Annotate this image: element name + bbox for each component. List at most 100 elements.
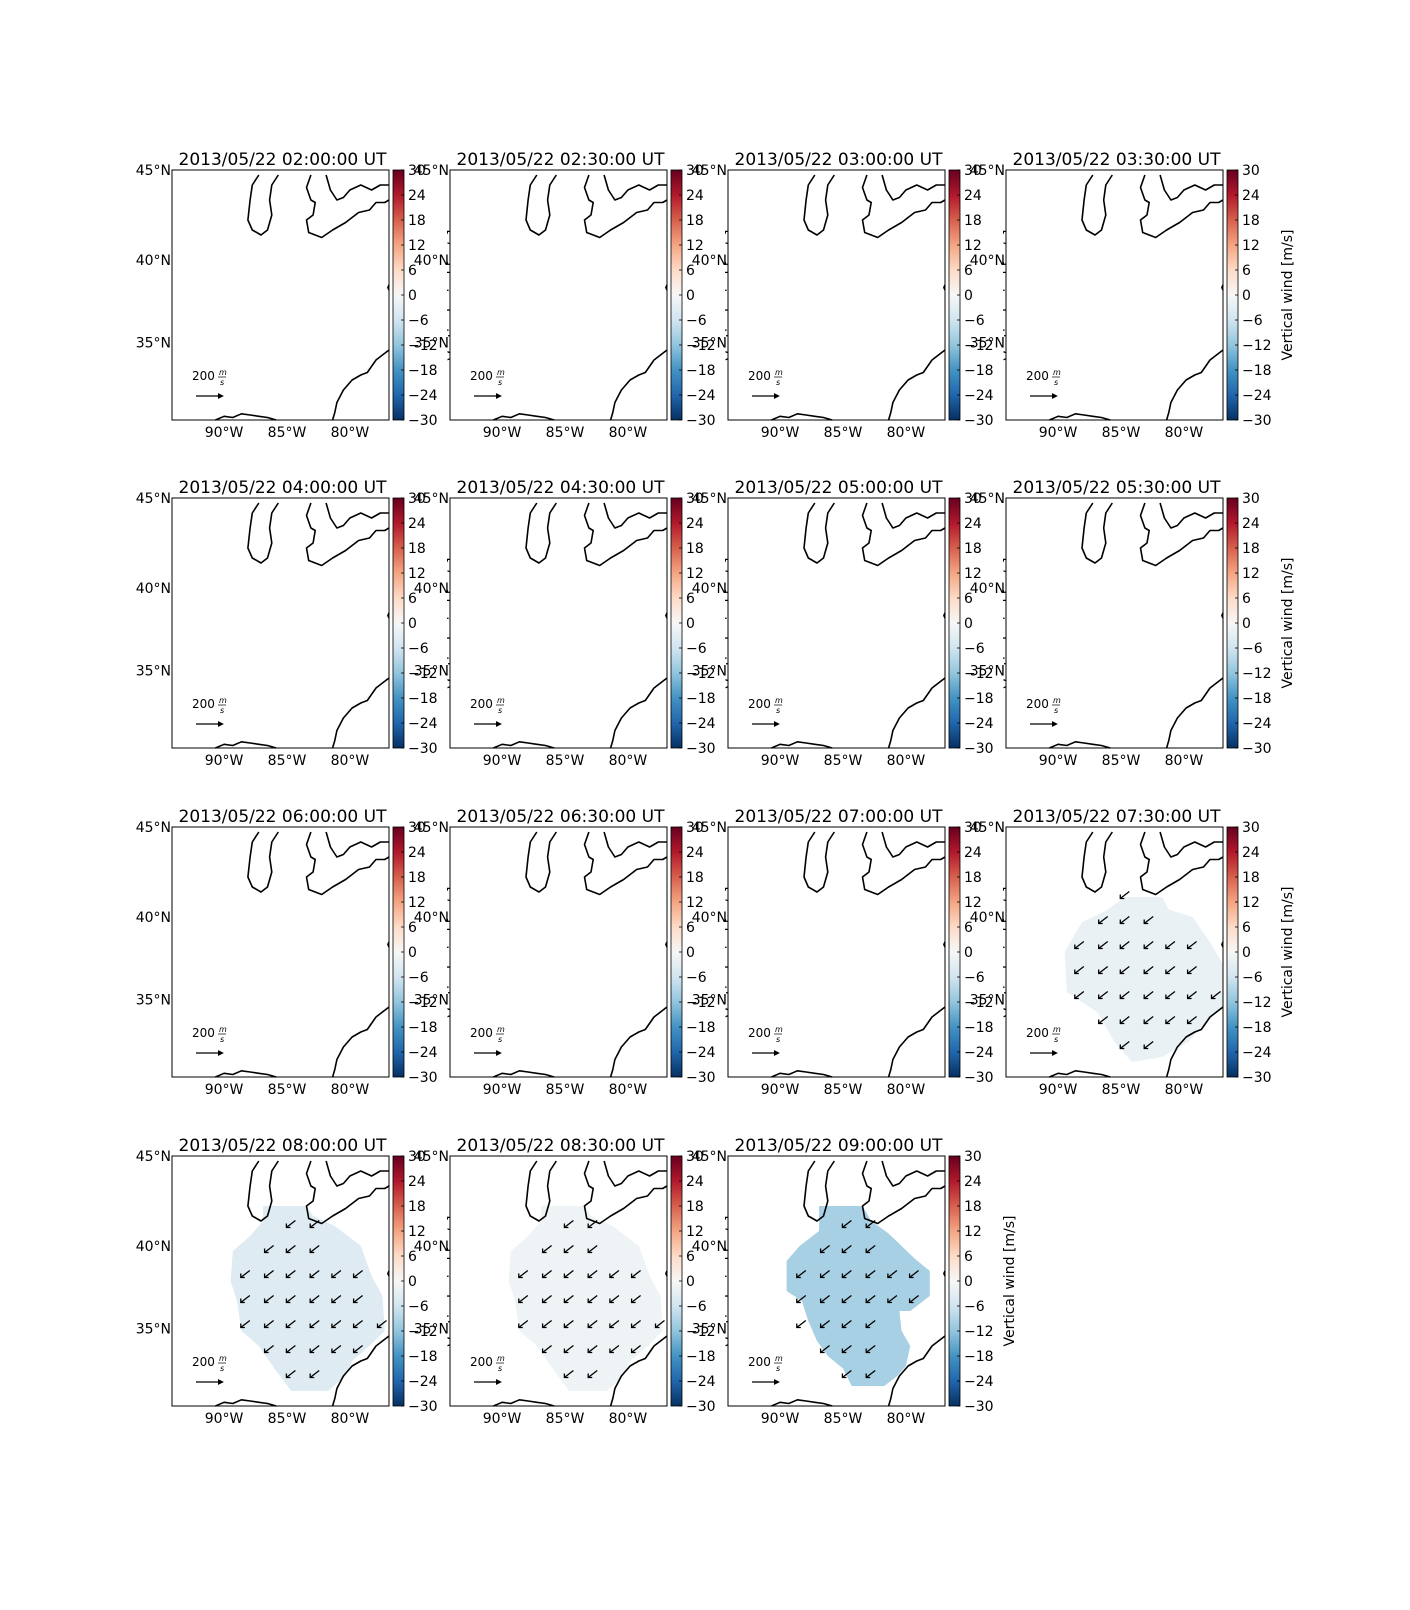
map-area bbox=[172, 170, 389, 420]
longitude-label: 80°W bbox=[609, 753, 648, 769]
longitude-label: 85°W bbox=[268, 753, 307, 769]
colorbar-tick-label: 6 bbox=[1242, 263, 1251, 279]
colorbar-tick-label: −6 bbox=[1242, 313, 1263, 329]
wind-arrow-head bbox=[285, 1348, 291, 1354]
coastline bbox=[881, 1160, 945, 1187]
quiver-key-arrowhead bbox=[1051, 1050, 1058, 1056]
quiver-key: 200 ms bbox=[748, 1025, 783, 1056]
coastline bbox=[861, 831, 946, 896]
colorbar-tick-label: 0 bbox=[686, 1274, 695, 1290]
wind-arrow-head bbox=[819, 1298, 825, 1304]
latitude-label: 40°N bbox=[692, 581, 727, 597]
wind-arrow-head bbox=[587, 1373, 593, 1379]
wind-arrow-head bbox=[285, 1323, 291, 1329]
map-area bbox=[1006, 498, 1223, 748]
map-panel: 2013/05/22 04:30:00 UT 45°N 40°N 35°N 90°W 85… bbox=[414, 478, 740, 769]
colorbar-tick-label: 24 bbox=[1242, 845, 1260, 861]
wind-arrow bbox=[820, 1269, 830, 1279]
coastline bbox=[771, 1070, 833, 1078]
wind-arrow-head bbox=[630, 1298, 636, 1304]
colorbar-tick-label: −18 bbox=[686, 1020, 716, 1036]
colorbar-tick-label: −30 bbox=[686, 1070, 716, 1086]
quiver-key-unit-den: s bbox=[498, 1364, 502, 1373]
colorbar-tick-label: 0 bbox=[964, 288, 973, 304]
latitude-label: 35°N bbox=[692, 1322, 727, 1338]
wind-arrow-head bbox=[376, 1323, 382, 1329]
map-frame bbox=[727, 497, 946, 749]
latitude-label: 40°N bbox=[970, 253, 1005, 269]
colorbar-tick-label: −12 bbox=[1242, 666, 1272, 682]
map-panel: 2013/05/22 09:00:00 UT 45°N 40°N 35°N 90°W 85… bbox=[692, 1136, 1018, 1427]
wind-arrow-head bbox=[865, 1248, 871, 1254]
quiver-key-unit-num: m bbox=[775, 368, 783, 377]
latitude-label: 45°N bbox=[136, 163, 171, 179]
colorbar-tick-label: 18 bbox=[408, 541, 426, 557]
colorbar-tick-label: −30 bbox=[408, 1399, 438, 1415]
coastline bbox=[887, 349, 946, 421]
latitude-label: 35°N bbox=[970, 664, 1005, 680]
colorbar-tick-label: −30 bbox=[1242, 741, 1272, 757]
longitude-label: 90°W bbox=[205, 425, 244, 441]
coastlines bbox=[215, 174, 390, 421]
colorbar-tick-label: 24 bbox=[1242, 188, 1260, 204]
map-frame bbox=[171, 1155, 390, 1407]
wind-arrow-head bbox=[587, 1298, 593, 1304]
panel-title: 2013/05/22 08:30:00 UT bbox=[457, 1136, 666, 1156]
wind-arrow bbox=[264, 1269, 274, 1279]
colorbar-tick-label: 6 bbox=[408, 920, 417, 936]
coastline bbox=[881, 831, 945, 858]
latitude-label: 35°N bbox=[414, 664, 449, 680]
colorbar-tick-label: 30 bbox=[964, 163, 982, 179]
wind-arrow bbox=[286, 1369, 296, 1379]
panel-title: 2013/05/22 04:00:00 UT bbox=[179, 478, 388, 498]
colorbar-tick-label: 6 bbox=[1242, 591, 1251, 607]
quiver-key-arrowhead bbox=[495, 1379, 502, 1385]
wind-arrow-head bbox=[563, 1273, 569, 1279]
wind-arrow-head bbox=[587, 1348, 593, 1354]
wind-arrow bbox=[1187, 990, 1197, 1000]
wind-arrow-head bbox=[541, 1273, 547, 1279]
colorbar-tick-label: −12 bbox=[408, 995, 438, 1011]
quiver-key-value: 200 bbox=[192, 1026, 215, 1040]
quiver-key-arrowhead bbox=[217, 393, 224, 399]
map-area bbox=[450, 170, 667, 420]
quiver-key: 200 ms bbox=[470, 1354, 505, 1385]
colorbar-tick-label: 12 bbox=[1242, 238, 1260, 254]
wind-arrow bbox=[609, 1344, 620, 1354]
wind-arrow-head bbox=[587, 1323, 593, 1329]
colorbar-tick-label: 24 bbox=[686, 1174, 704, 1190]
wind-arrow-head bbox=[1186, 969, 1192, 975]
wind-arrow bbox=[286, 1269, 296, 1279]
coastlines bbox=[771, 831, 946, 1078]
coastline bbox=[861, 174, 946, 239]
quiver-key-arrowhead bbox=[773, 393, 780, 399]
quiver-key-unit-den: s bbox=[776, 378, 780, 387]
colorbar-tick-label: 18 bbox=[964, 213, 982, 229]
colorbar-tick-label: −24 bbox=[686, 1374, 716, 1390]
coastline bbox=[803, 174, 835, 236]
colorbar-label: Vertical wind [m/s] bbox=[1280, 230, 1296, 361]
wind-arrow bbox=[842, 1269, 852, 1279]
latitude-label: 45°N bbox=[414, 491, 449, 507]
wind-arrow bbox=[353, 1269, 363, 1279]
panel-title: 2013/05/22 05:30:00 UT bbox=[1013, 478, 1222, 498]
colorbar-tick-label: −12 bbox=[964, 1324, 994, 1340]
colorbar-tick-label: −6 bbox=[686, 1299, 707, 1315]
colorbar-tick-label: −24 bbox=[686, 716, 716, 732]
wind-arrow-head bbox=[865, 1323, 871, 1329]
longitude-label: 80°W bbox=[609, 1411, 648, 1427]
latitude-label: 40°N bbox=[414, 1239, 449, 1255]
latitude-label: 40°N bbox=[692, 1239, 727, 1255]
wind-arrow bbox=[609, 1319, 620, 1329]
colorbar-tick-label: 0 bbox=[1242, 616, 1251, 632]
wind-arrow bbox=[1187, 1015, 1197, 1025]
quiver-key: 200 ms bbox=[470, 696, 505, 727]
wind-arrow bbox=[353, 1344, 363, 1354]
colorbar-tick-label: 0 bbox=[408, 616, 417, 632]
coastline bbox=[247, 502, 279, 564]
longitude-label: 85°W bbox=[1102, 1082, 1141, 1098]
quiver-key-value: 200 bbox=[470, 1355, 493, 1369]
wind-arrow bbox=[1187, 965, 1197, 975]
wind-arrow-head bbox=[1119, 919, 1125, 925]
longitude-label: 85°W bbox=[824, 1082, 863, 1098]
